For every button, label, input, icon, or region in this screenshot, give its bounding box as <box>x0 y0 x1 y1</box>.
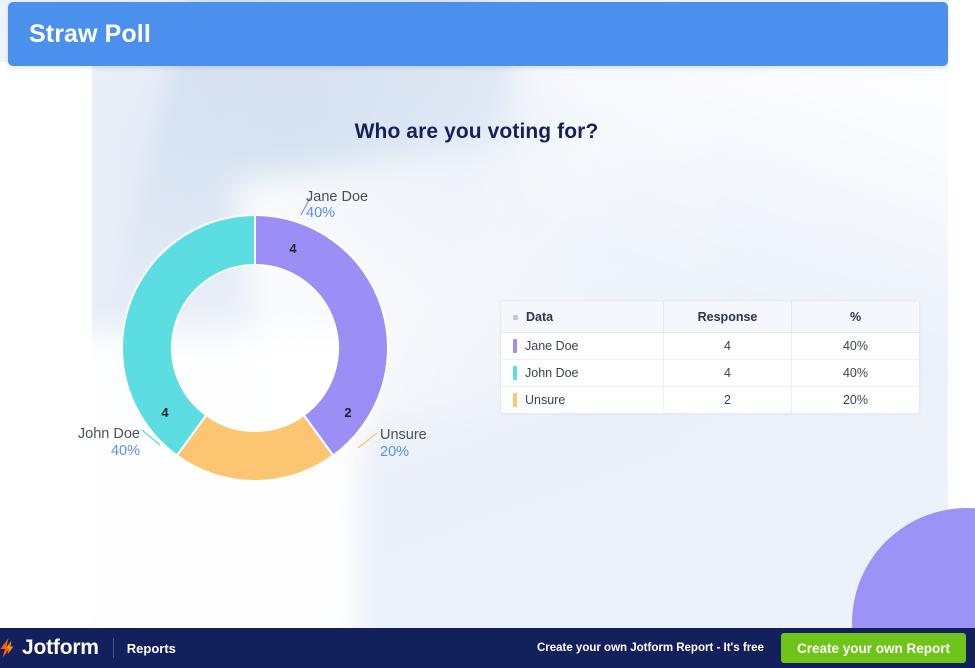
column-header-data-label: Data <box>526 309 554 324</box>
table-label-john-doe: John Doe <box>525 366 579 380</box>
table-cell-percent: 40% <box>791 359 919 387</box>
donut-label-john-doe-name: John Doe <box>78 426 140 442</box>
table-label-unsure: Unsure <box>525 393 566 407</box>
leader-line-jane-doe <box>300 197 311 216</box>
slice-value-john-doe: 4 <box>161 405 169 420</box>
donut-label-unsure-name: Unsure <box>380 427 427 443</box>
table-label-jane-doe: Jane Doe <box>525 339 579 353</box>
footer-divider <box>112 638 114 658</box>
background-left-margin <box>0 62 92 628</box>
table-cell-label: Unsure <box>501 387 664 414</box>
color-swatch-jane-doe <box>513 339 517 353</box>
column-header-data[interactable]: Data <box>501 301 664 333</box>
slice-value-jane-doe: 4 <box>289 241 297 256</box>
jotform-logo[interactable]: Jotform <box>0 635 99 661</box>
table-cell-response: 2 <box>663 386 792 413</box>
page-title: Straw Poll <box>29 19 151 48</box>
jotform-wordmark: Jotform <box>22 636 99 659</box>
table-header-row: Data Response % <box>501 301 919 333</box>
column-header-response[interactable]: Response <box>663 301 792 333</box>
table-row: Jane Doe 4 40% <box>501 332 919 360</box>
table-cell-percent: 40% <box>791 332 919 360</box>
table-cell-label: John Doe <box>501 359 664 387</box>
footer-section-label: Reports <box>126 640 176 656</box>
donut-slice-john-doe[interactable] <box>121 213 256 457</box>
create-your-own-report-button[interactable]: Create your own Report <box>780 633 966 663</box>
slice-value-unsure: 2 <box>344 405 351 420</box>
footer-bar: Jotform Reports Create your own Jotform … <box>0 628 975 668</box>
chart-title: Who are you voting for? <box>354 120 599 143</box>
donut-label-jane-doe-percent: 40% <box>306 205 335 221</box>
donut-slice-unsure[interactable] <box>175 413 335 483</box>
color-swatch-john-doe <box>513 366 517 380</box>
donut-label-jane-doe-name: Jane Doe <box>306 189 368 205</box>
collapse-icon <box>513 314 518 320</box>
table-row: Unsure 2 20% <box>501 386 919 414</box>
table-row: John Doe 4 40% <box>501 359 919 387</box>
table-cell-response: 4 <box>663 359 792 387</box>
donut-chart: 4 4 2 Jane Doe 40% John Doe 40% Unsure 2… <box>60 165 480 505</box>
donut-slice-jane-doe[interactable] <box>254 213 389 457</box>
report-header-banner: Straw Poll <box>8 2 948 66</box>
donut-label-unsure-percent: 20% <box>380 444 409 460</box>
leader-line-unsure <box>357 432 378 449</box>
background-white-blob <box>60 330 360 650</box>
table-cell-label: Jane Doe <box>501 332 664 360</box>
leader-line-john-doe <box>141 429 161 446</box>
data-table: Data Response % Jane Doe 4 40% <box>500 300 920 414</box>
footer-cta-text: Create your own Jotform Report - It's fr… <box>536 642 764 654</box>
table-cell-response: 4 <box>663 332 792 360</box>
jotform-mark-icon <box>0 638 14 658</box>
table-cell-percent: 20% <box>791 386 919 413</box>
donut-label-john-doe-percent: 40% <box>111 443 140 459</box>
color-swatch-unsure <box>513 393 517 407</box>
column-header-percent[interactable]: % <box>791 301 919 333</box>
